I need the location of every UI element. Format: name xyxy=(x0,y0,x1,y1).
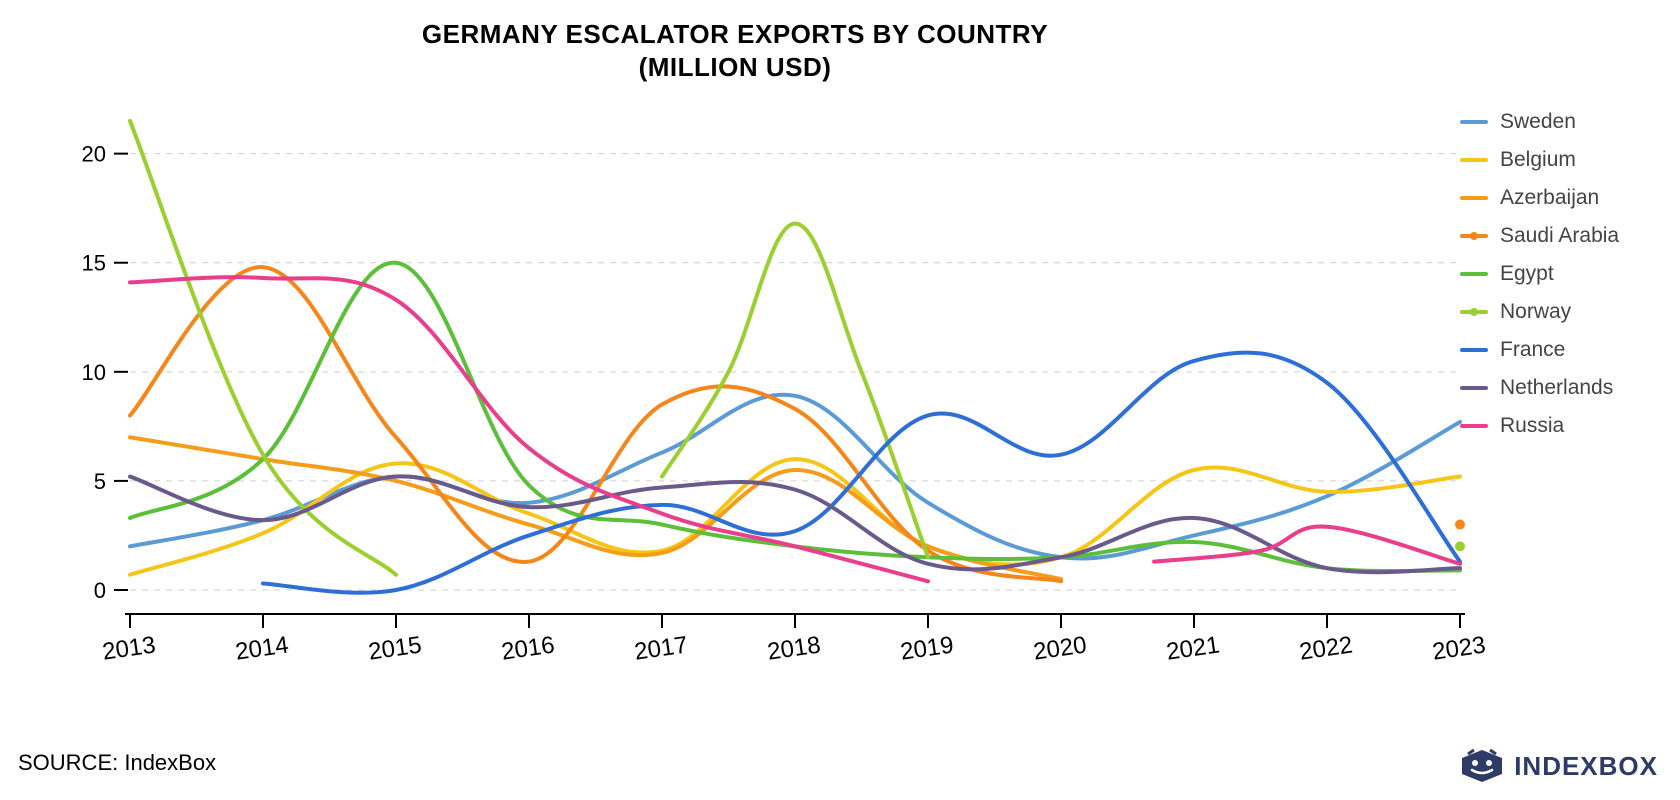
legend-item: Belgium xyxy=(1460,148,1650,172)
svg-text:2014: 2014 xyxy=(234,631,291,665)
legend-label: Azerbaijan xyxy=(1500,186,1599,210)
plot-svg: 0510152020132014201520162017201820192020… xyxy=(120,100,1470,670)
legend-label: Belgium xyxy=(1500,148,1576,172)
legend-item: Egypt xyxy=(1460,262,1650,286)
svg-text:2020: 2020 xyxy=(1032,631,1089,665)
brand: INDEXBOX xyxy=(1460,748,1658,784)
legend-item: Norway xyxy=(1460,300,1650,324)
legend-item: Netherlands xyxy=(1460,376,1650,400)
source-text: SOURCE: IndexBox xyxy=(18,750,216,776)
legend-label: Norway xyxy=(1500,300,1571,324)
legend-swatch xyxy=(1460,424,1488,428)
legend-swatch xyxy=(1460,386,1488,390)
svg-text:20: 20 xyxy=(82,142,106,167)
svg-text:5: 5 xyxy=(94,469,106,494)
legend: Sweden Belgium Azerbaijan Saudi Arabia Egypt… xyxy=(1460,110,1650,452)
legend-swatch xyxy=(1460,158,1488,162)
svg-text:2021: 2021 xyxy=(1165,631,1222,665)
chart-title: GERMANY ESCALATOR EXPORTS BY COUNTRY (MI… xyxy=(0,18,1470,83)
legend-swatch xyxy=(1460,234,1488,238)
legend-label: Egypt xyxy=(1500,262,1554,286)
svg-text:2019: 2019 xyxy=(899,631,956,665)
chart-plot: 0510152020132014201520162017201820192020… xyxy=(120,100,1470,670)
svg-text:2017: 2017 xyxy=(633,631,690,665)
legend-item: Sweden xyxy=(1460,110,1650,134)
legend-item: Saudi Arabia xyxy=(1460,224,1650,248)
legend-swatch xyxy=(1460,196,1488,200)
svg-text:2016: 2016 xyxy=(500,631,557,665)
legend-label: Saudi Arabia xyxy=(1500,224,1619,248)
legend-item: Russia xyxy=(1460,414,1650,438)
svg-text:0: 0 xyxy=(94,578,106,603)
svg-text:2013: 2013 xyxy=(101,631,158,665)
legend-swatch xyxy=(1460,120,1488,124)
title-line2: (MILLION USD) xyxy=(639,52,832,82)
svg-text:15: 15 xyxy=(82,251,106,276)
legend-item: France xyxy=(1460,338,1650,362)
svg-text:2022: 2022 xyxy=(1298,631,1355,665)
legend-item: Azerbaijan xyxy=(1460,186,1650,210)
svg-text:2023: 2023 xyxy=(1431,631,1488,665)
svg-text:2018: 2018 xyxy=(766,631,823,665)
brand-logo-icon xyxy=(1460,748,1504,784)
svg-text:10: 10 xyxy=(82,360,106,385)
legend-label: Sweden xyxy=(1500,110,1576,134)
legend-label: Netherlands xyxy=(1500,376,1613,400)
legend-swatch xyxy=(1460,348,1488,352)
legend-swatch xyxy=(1460,272,1488,276)
brand-text: INDEXBOX xyxy=(1514,751,1658,782)
title-line1: GERMANY ESCALATOR EXPORTS BY COUNTRY xyxy=(422,19,1048,49)
legend-label: France xyxy=(1500,338,1565,362)
legend-label: Russia xyxy=(1500,414,1564,438)
svg-text:2015: 2015 xyxy=(367,631,424,665)
legend-swatch xyxy=(1460,310,1488,314)
